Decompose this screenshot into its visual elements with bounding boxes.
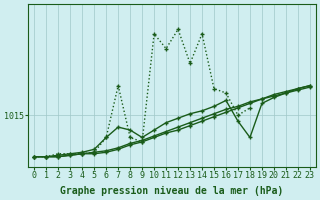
X-axis label: Graphe pression niveau de la mer (hPa): Graphe pression niveau de la mer (hPa) xyxy=(60,186,284,196)
